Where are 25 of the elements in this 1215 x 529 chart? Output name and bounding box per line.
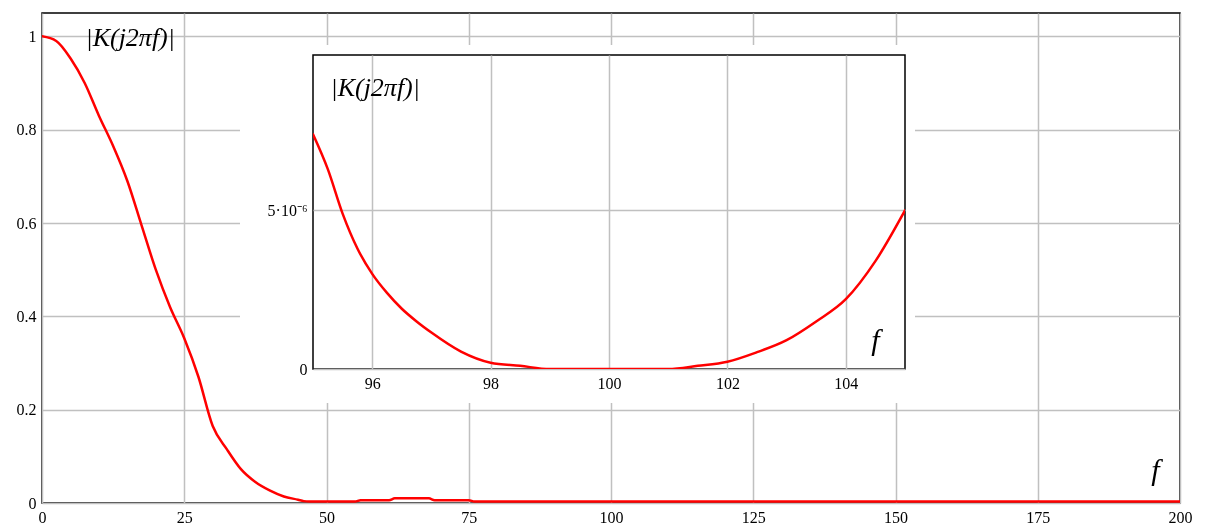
y-axis-title: |K(j2πf)| [330,72,420,102]
y-tick-label: 1 [28,27,37,45]
x-tick-label: 102 [715,374,740,392]
x-tick-label: 200 [1168,508,1193,526]
y-tick-label: 0.4 [16,307,37,325]
x-tick-label: 98 [483,374,500,392]
y-tick-label: 0.6 [16,214,37,232]
y-tick-label: 5·10⁻⁶ [267,201,308,219]
x-tick-label: 175 [1026,508,1051,526]
x-tick-label: 100 [599,508,624,526]
x-tick-label: 125 [741,508,766,526]
x-tick-label: 150 [884,508,908,526]
x-tick-label: 25 [176,508,193,526]
x-tick-label: 50 [319,508,335,526]
y-tick-label: 0 [28,494,37,512]
x-tick-label: 96 [364,374,381,392]
x-axis-title: f [871,322,884,356]
x-tick-label: 100 [597,374,622,392]
x-tick-label: 75 [461,508,478,526]
y-tick-label: 0.2 [16,401,37,419]
x-tick-label: 104 [834,374,859,392]
y-tick-label: 0.8 [16,121,37,139]
line-series [313,133,905,369]
x-axis-title: f [1151,452,1164,486]
y-axis-title: |K(j2πf)| [85,22,175,52]
